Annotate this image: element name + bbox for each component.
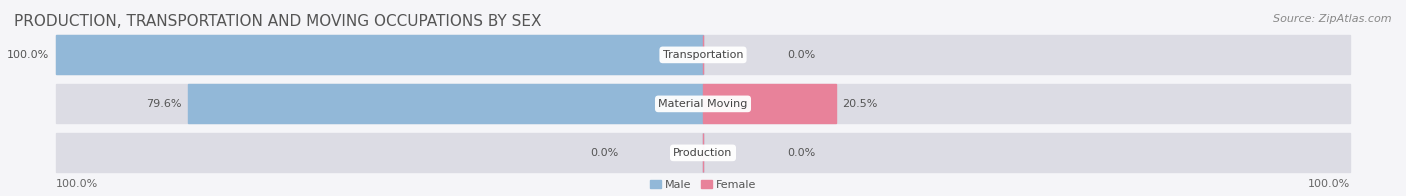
Bar [56,35,703,74]
Text: Source: ZipAtlas.com: Source: ZipAtlas.com [1274,14,1392,24]
Bar [56,133,1350,172]
Text: PRODUCTION, TRANSPORTATION AND MOVING OCCUPATIONS BY SEX: PRODUCTION, TRANSPORTATION AND MOVING OC… [14,14,541,29]
Text: 79.6%: 79.6% [146,99,181,109]
Text: Production: Production [673,148,733,158]
Text: 20.5%: 20.5% [842,99,877,109]
Legend: Male, Female: Male, Female [645,175,761,194]
Bar [56,84,1350,123]
Text: 0.0%: 0.0% [787,148,815,158]
Text: 0.0%: 0.0% [787,50,815,60]
Bar [703,84,835,123]
Text: Material Moving: Material Moving [658,99,748,109]
Text: 100.0%: 100.0% [7,50,49,60]
Text: 0.0%: 0.0% [591,148,619,158]
Bar [56,35,1350,74]
Text: 100.0%: 100.0% [56,179,98,189]
Text: 100.0%: 100.0% [1308,179,1350,189]
Bar [188,84,703,123]
Text: Transportation: Transportation [662,50,744,60]
